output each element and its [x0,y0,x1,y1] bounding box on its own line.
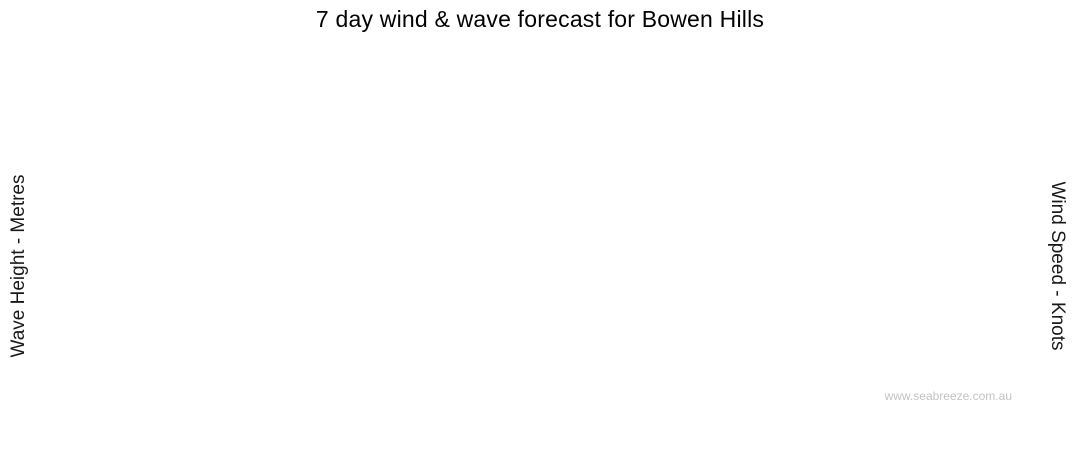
watermark: www.seabreeze.com.au [884,389,1012,403]
page-title: 7 day wind & wave forecast for Bowen Hil… [315,6,765,32]
